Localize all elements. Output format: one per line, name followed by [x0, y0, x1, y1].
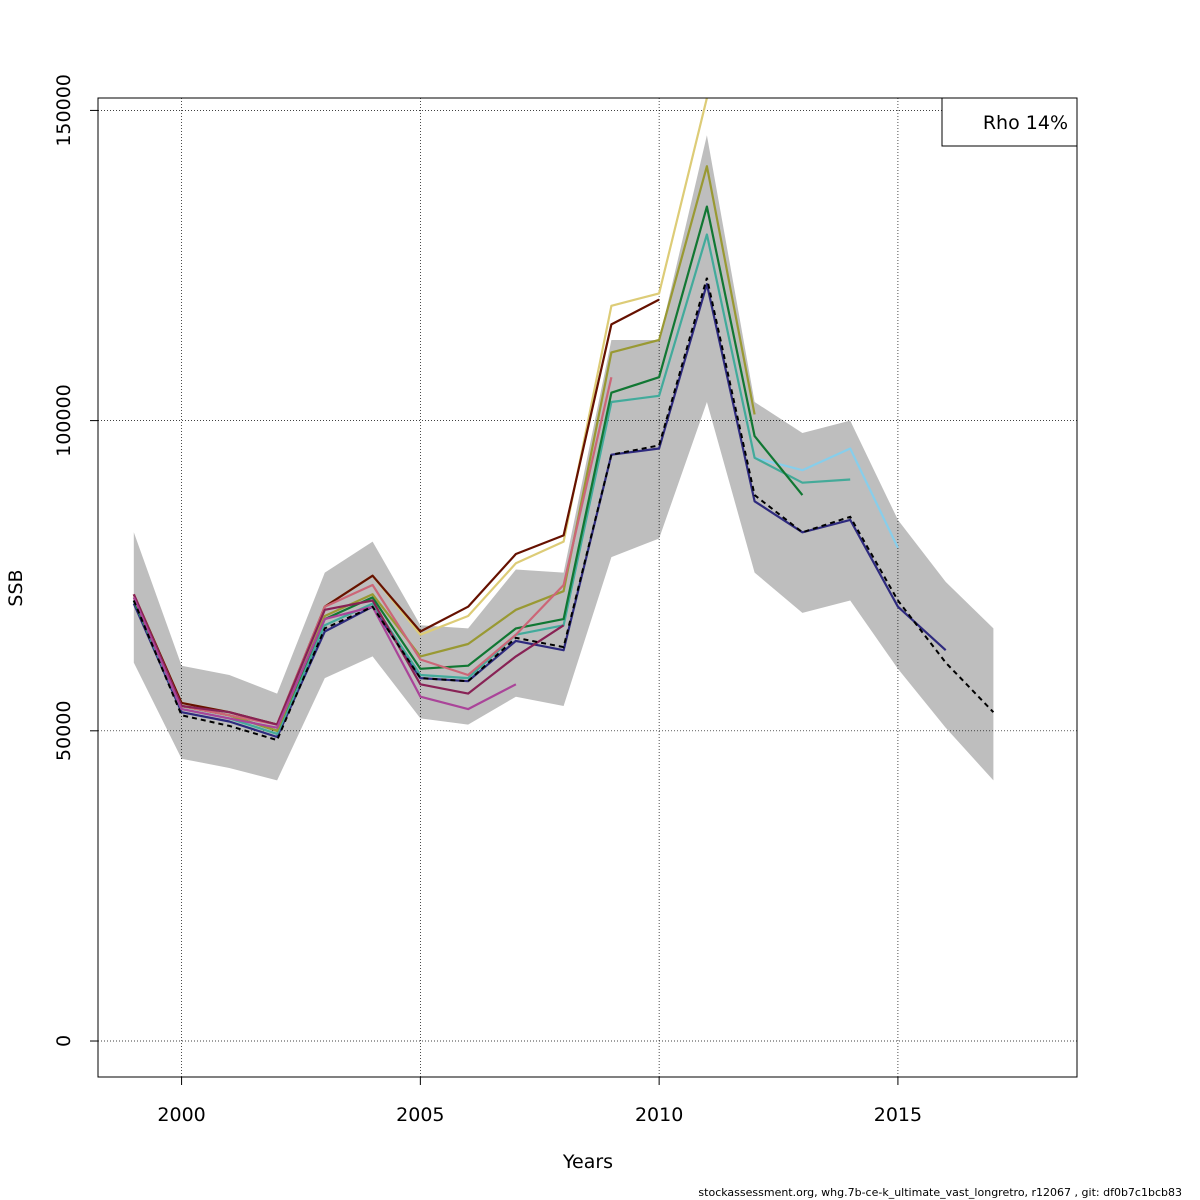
y-tick-label-0: 0 [53, 1035, 75, 1047]
legend-box: Rho 14% [941, 97, 1078, 147]
series-layer [132, 98, 995, 742]
axis-layer: 2000 2005 2010 2015 0 50000 100000 150000 [53, 74, 922, 1126]
x-tick-label-2005: 2005 [396, 1104, 444, 1126]
legend-rho-text: Rho 14% [983, 112, 1068, 134]
x-tick-label-2015: 2015 [874, 1104, 922, 1126]
legend-frame [941, 97, 1078, 147]
series-line-1 [132, 283, 947, 739]
series-line-8 [132, 376, 613, 726]
series-line-9 [132, 593, 565, 726]
base-series-dashed-line [132, 277, 995, 742]
confidence-band-layer [133, 135, 994, 781]
x-axis-label: Years [562, 1151, 613, 1173]
y-tick-label-100000: 100000 [53, 384, 75, 457]
plot-frame [97, 97, 1078, 1078]
x-tick-label-2010: 2010 [635, 1104, 683, 1126]
series-line-10 [132, 596, 517, 729]
confidence-band [133, 135, 994, 781]
series-line-3 [132, 233, 851, 735]
footer-source: stockassessment.org, whg.7b-ce-k_ultimat… [698, 1186, 1182, 1199]
x-tick-label-2000: 2000 [157, 1104, 205, 1126]
y-axis-label: SSB [5, 569, 27, 606]
y-tick-label-50000: 50000 [53, 701, 75, 761]
y-tick-label-150000: 150000 [53, 74, 75, 147]
